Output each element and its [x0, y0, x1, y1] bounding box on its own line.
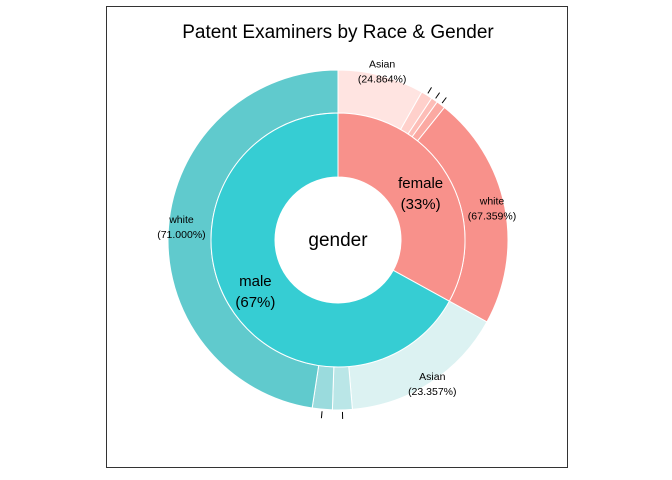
inner-label-pct: (33%) — [401, 196, 441, 213]
inner-label-name: female — [398, 175, 443, 192]
leader-lines — [320, 87, 447, 419]
inner-label-name: male — [239, 273, 272, 290]
leader-line — [435, 92, 441, 99]
outer-label-pct: (67.359%) — [468, 210, 516, 222]
inner-label-male: male (67%) — [235, 273, 275, 311]
leader-line — [427, 87, 432, 94]
inner-label-pct: (67%) — [235, 294, 275, 311]
outer-label-pct: (71.000%) — [157, 229, 205, 241]
outer-label-race: Asian — [419, 371, 445, 383]
chart-title: Patent Examiners by Race & Gender — [182, 22, 494, 43]
outer-label-male-white: white (71.000%) — [157, 214, 205, 241]
center-label: gender — [308, 230, 368, 251]
outer-label-pct: (23.357%) — [408, 386, 456, 398]
labels: female (33%) male (67%) Asian (24.864%) white (… — [157, 59, 516, 398]
outer-label-male-asian: Asian (23.357%) — [408, 371, 456, 398]
outer-label-female-asian: Asian (24.864%) — [358, 59, 406, 86]
leader-line — [320, 411, 323, 419]
inner-label-female: female (33%) — [398, 175, 443, 213]
outer-label-female-white: white (67.359%) — [468, 195, 516, 222]
donut-hole — [275, 177, 401, 303]
leader-line — [441, 97, 447, 104]
outer-label-race: Asian — [369, 59, 395, 71]
outer-slice-male-other-6 — [331, 366, 353, 411]
outer-label-race: white — [479, 195, 505, 207]
outer-label-pct: (24.864%) — [358, 74, 406, 86]
outer-label-race: white — [168, 214, 194, 226]
